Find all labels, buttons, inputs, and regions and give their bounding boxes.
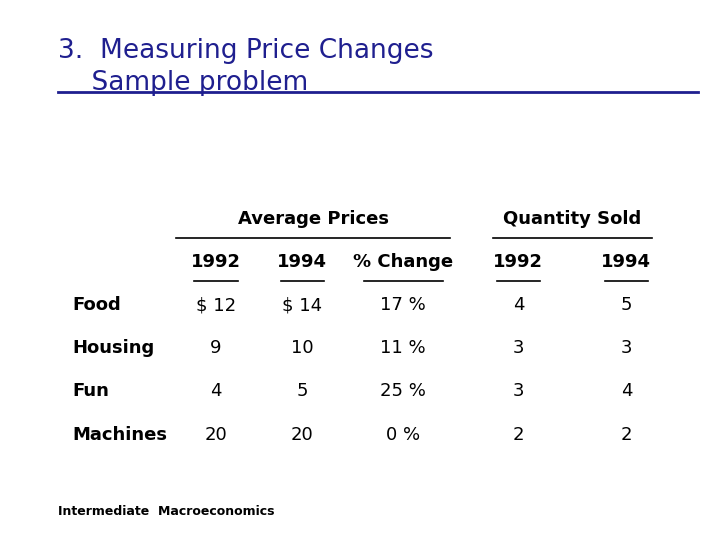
- Text: 17 %: 17 %: [380, 296, 426, 314]
- Text: 25 %: 25 %: [380, 382, 426, 401]
- Text: 4: 4: [210, 382, 222, 401]
- Text: Machines: Machines: [72, 426, 167, 444]
- Text: 5: 5: [297, 382, 308, 401]
- Text: % Change: % Change: [353, 253, 454, 271]
- Text: 5: 5: [621, 296, 632, 314]
- Text: Food: Food: [72, 296, 121, 314]
- Text: Sample problem: Sample problem: [58, 70, 308, 96]
- Text: 4: 4: [513, 296, 524, 314]
- Text: 3: 3: [513, 339, 524, 357]
- Text: 9: 9: [210, 339, 222, 357]
- Text: Housing: Housing: [72, 339, 154, 357]
- Text: 3.  Measuring Price Changes: 3. Measuring Price Changes: [58, 38, 433, 64]
- Text: 10: 10: [291, 339, 314, 357]
- Text: Quantity Sold: Quantity Sold: [503, 210, 642, 228]
- Text: 20: 20: [291, 426, 314, 444]
- Text: 1994: 1994: [277, 253, 328, 271]
- Text: 11 %: 11 %: [380, 339, 426, 357]
- Text: 3: 3: [621, 339, 632, 357]
- Text: Fun: Fun: [72, 382, 109, 401]
- Text: 20: 20: [204, 426, 228, 444]
- Text: $ 12: $ 12: [196, 296, 236, 314]
- Text: 2: 2: [621, 426, 632, 444]
- Text: $ 14: $ 14: [282, 296, 323, 314]
- Text: 0 %: 0 %: [386, 426, 420, 444]
- Text: 1992: 1992: [493, 253, 544, 271]
- Text: Intermediate  Macroeconomics: Intermediate Macroeconomics: [58, 505, 274, 518]
- Text: 1994: 1994: [601, 253, 652, 271]
- Text: 3: 3: [513, 382, 524, 401]
- Text: 1992: 1992: [191, 253, 241, 271]
- Text: Average Prices: Average Prices: [238, 210, 389, 228]
- Text: 4: 4: [621, 382, 632, 401]
- Text: 2: 2: [513, 426, 524, 444]
